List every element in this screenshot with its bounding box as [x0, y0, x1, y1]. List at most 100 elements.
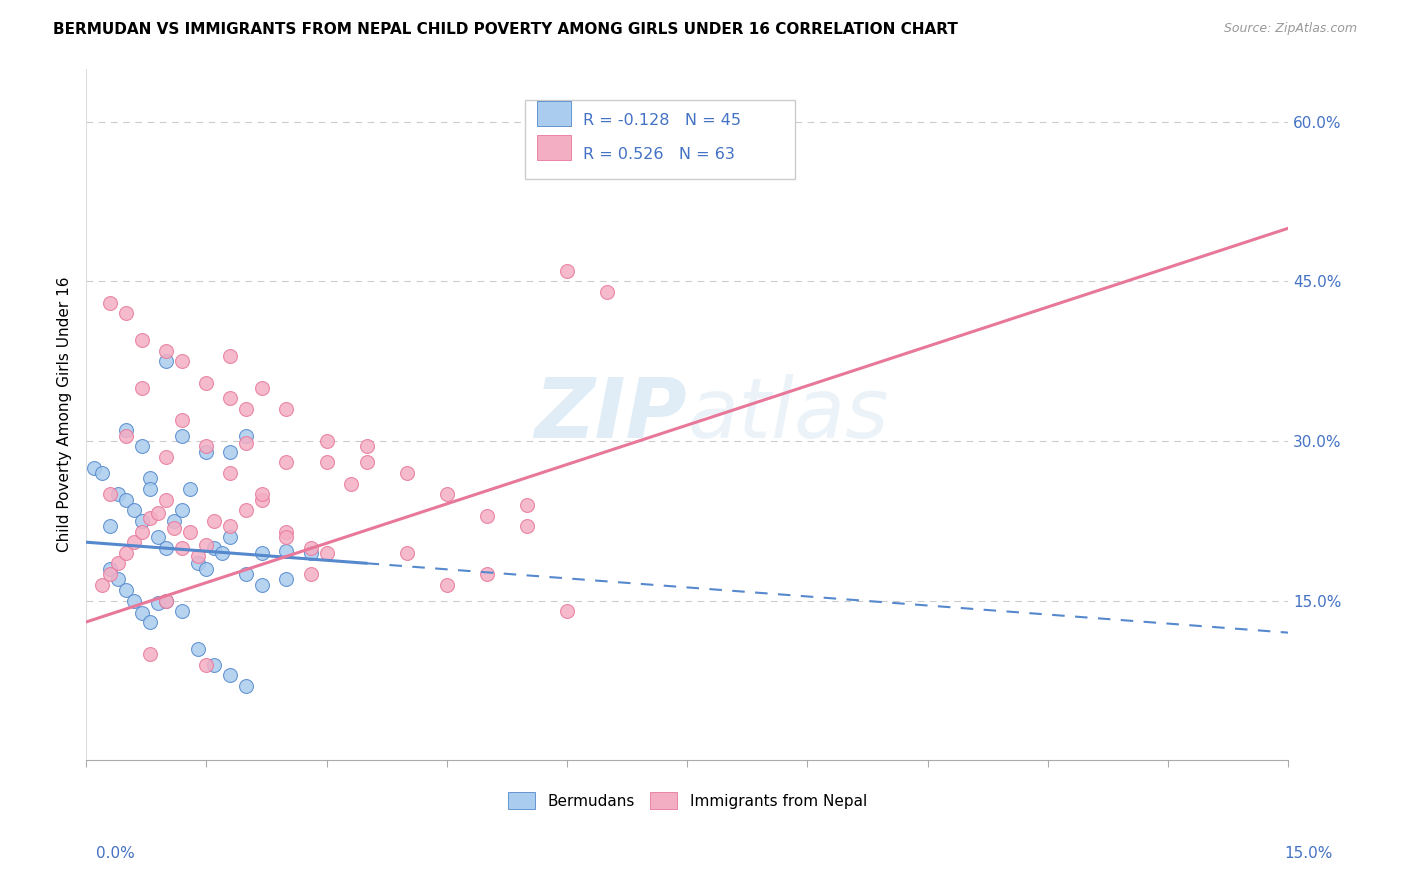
Point: [202, 541, 225, 555]
Point: [395, 546, 418, 560]
Point: [395, 466, 418, 480]
Point: [115, 428, 138, 442]
Point: [195, 538, 218, 552]
Point: [122, 535, 145, 549]
Point: [235, 503, 257, 517]
Point: [187, 549, 209, 563]
FancyBboxPatch shape: [524, 100, 796, 179]
Text: 0.0%: 0.0%: [96, 846, 135, 861]
Text: R = -0.128   N = 45: R = -0.128 N = 45: [582, 112, 741, 128]
Point: [131, 333, 153, 347]
Point: [299, 546, 322, 560]
Point: [315, 546, 337, 560]
Point: [139, 471, 162, 485]
Point: [155, 343, 177, 358]
Point: [195, 657, 218, 672]
Point: [299, 567, 322, 582]
Point: [148, 530, 170, 544]
Point: [115, 424, 138, 438]
Point: [83, 460, 105, 475]
Point: [219, 466, 242, 480]
Text: BERMUDAN VS IMMIGRANTS FROM NEPAL CHILD POVERTY AMONG GIRLS UNDER 16 CORRELATION: BERMUDAN VS IMMIGRANTS FROM NEPAL CHILD …: [53, 22, 959, 37]
Point: [356, 439, 378, 453]
Point: [315, 455, 337, 469]
Point: [131, 607, 153, 621]
Point: [98, 562, 121, 576]
Point: [252, 578, 274, 592]
Point: [252, 546, 274, 560]
Point: [219, 530, 242, 544]
Text: 15.0%: 15.0%: [1285, 846, 1333, 861]
Text: Source: ZipAtlas.com: Source: ZipAtlas.com: [1223, 22, 1357, 36]
Point: [163, 521, 186, 535]
Point: [219, 444, 242, 458]
Point: [98, 567, 121, 582]
Text: R = 0.526   N = 63: R = 0.526 N = 63: [582, 146, 734, 161]
Point: [299, 541, 322, 555]
Point: [122, 503, 145, 517]
Point: [155, 450, 177, 464]
Point: [219, 349, 242, 363]
Point: [516, 498, 538, 512]
Point: [122, 593, 145, 607]
Y-axis label: Child Poverty Among Girls Under 16: Child Poverty Among Girls Under 16: [58, 277, 72, 552]
Point: [172, 413, 194, 427]
Point: [139, 647, 162, 661]
Point: [276, 543, 298, 558]
Point: [436, 578, 458, 592]
Point: [276, 402, 298, 417]
Point: [179, 482, 201, 496]
Point: [436, 487, 458, 501]
Point: [172, 503, 194, 517]
Point: [91, 578, 114, 592]
Text: atlas: atlas: [688, 374, 889, 455]
Point: [155, 593, 177, 607]
Point: [155, 354, 177, 368]
Point: [155, 593, 177, 607]
Point: [179, 524, 201, 539]
Point: [596, 285, 619, 299]
Point: [516, 519, 538, 533]
Point: [202, 514, 225, 528]
Point: [163, 514, 186, 528]
Point: [131, 381, 153, 395]
Point: [475, 567, 498, 582]
Point: [172, 604, 194, 618]
Point: [235, 567, 257, 582]
Point: [98, 295, 121, 310]
Point: [195, 439, 218, 453]
Point: [195, 444, 218, 458]
Point: [139, 482, 162, 496]
Point: [131, 514, 153, 528]
Point: [202, 657, 225, 672]
Point: [91, 466, 114, 480]
Point: [155, 541, 177, 555]
Point: [115, 492, 138, 507]
Point: [139, 615, 162, 629]
Text: ZIP: ZIP: [534, 374, 688, 455]
Point: [172, 541, 194, 555]
Bar: [537, 102, 571, 127]
Point: [187, 641, 209, 656]
Point: [115, 306, 138, 320]
Point: [235, 679, 257, 693]
Point: [98, 487, 121, 501]
Point: [107, 573, 129, 587]
Point: [115, 583, 138, 598]
Point: [555, 264, 578, 278]
Point: [276, 455, 298, 469]
Point: [131, 439, 153, 453]
Point: [276, 573, 298, 587]
Point: [107, 487, 129, 501]
Point: [131, 524, 153, 539]
Point: [211, 546, 233, 560]
Point: [475, 508, 498, 523]
Bar: [537, 136, 571, 160]
Point: [219, 668, 242, 682]
Point: [219, 519, 242, 533]
Point: [555, 604, 578, 618]
Point: [155, 492, 177, 507]
Point: [276, 530, 298, 544]
Point: [219, 392, 242, 406]
Point: [276, 524, 298, 539]
